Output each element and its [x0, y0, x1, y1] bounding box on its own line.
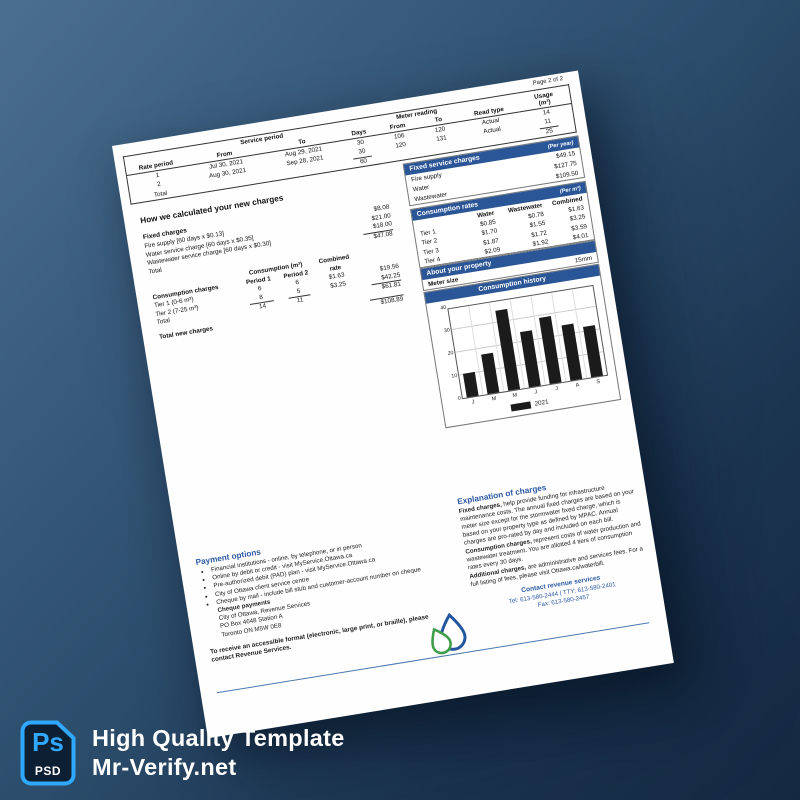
psd-label: PSD: [34, 764, 62, 778]
calculation-section: How we calculated your new charges Fixed…: [140, 177, 405, 343]
chart-y-tick: 0: [457, 395, 462, 403]
explanation-section: Explanation of charges Fixed charges, he…: [457, 469, 653, 620]
ps-badge-outline: [20, 720, 76, 786]
row-label: Wastewater: [413, 191, 448, 204]
bill-page: Page 2 of 2 Rate period Service period D…: [112, 70, 674, 739]
water-drops-icon: [431, 612, 467, 655]
legend-swatch: [510, 401, 532, 412]
legend-label: 2021: [534, 398, 550, 408]
chart-y-tick: 40: [440, 305, 447, 313]
chart-y-tick: 20: [447, 350, 455, 358]
ps-label: Ps: [32, 727, 64, 757]
water-utility-logo: [419, 607, 475, 667]
total-usage-value: 25: [539, 125, 560, 137]
chart-bar: [462, 371, 479, 399]
chart-bar: [582, 324, 604, 378]
chart-bar: [480, 352, 500, 395]
template-watermark: Ps PSD High Quality Template Mr-Verify.n…: [20, 720, 345, 786]
watermark-site: Mr-Verify.net: [92, 754, 237, 780]
meter-size-value: 15mm: [574, 254, 593, 265]
row-value: $109.50: [555, 169, 579, 181]
chart-y-tick: 10: [451, 373, 458, 381]
watermark-title: High Quality Template: [92, 725, 345, 752]
chart-y-tick: 30: [443, 327, 451, 335]
watermark-text: High Quality Template Mr-Verify.net: [92, 724, 345, 781]
total-days-value: 60: [353, 155, 374, 167]
photoshop-file-icon: Ps PSD: [20, 720, 76, 786]
